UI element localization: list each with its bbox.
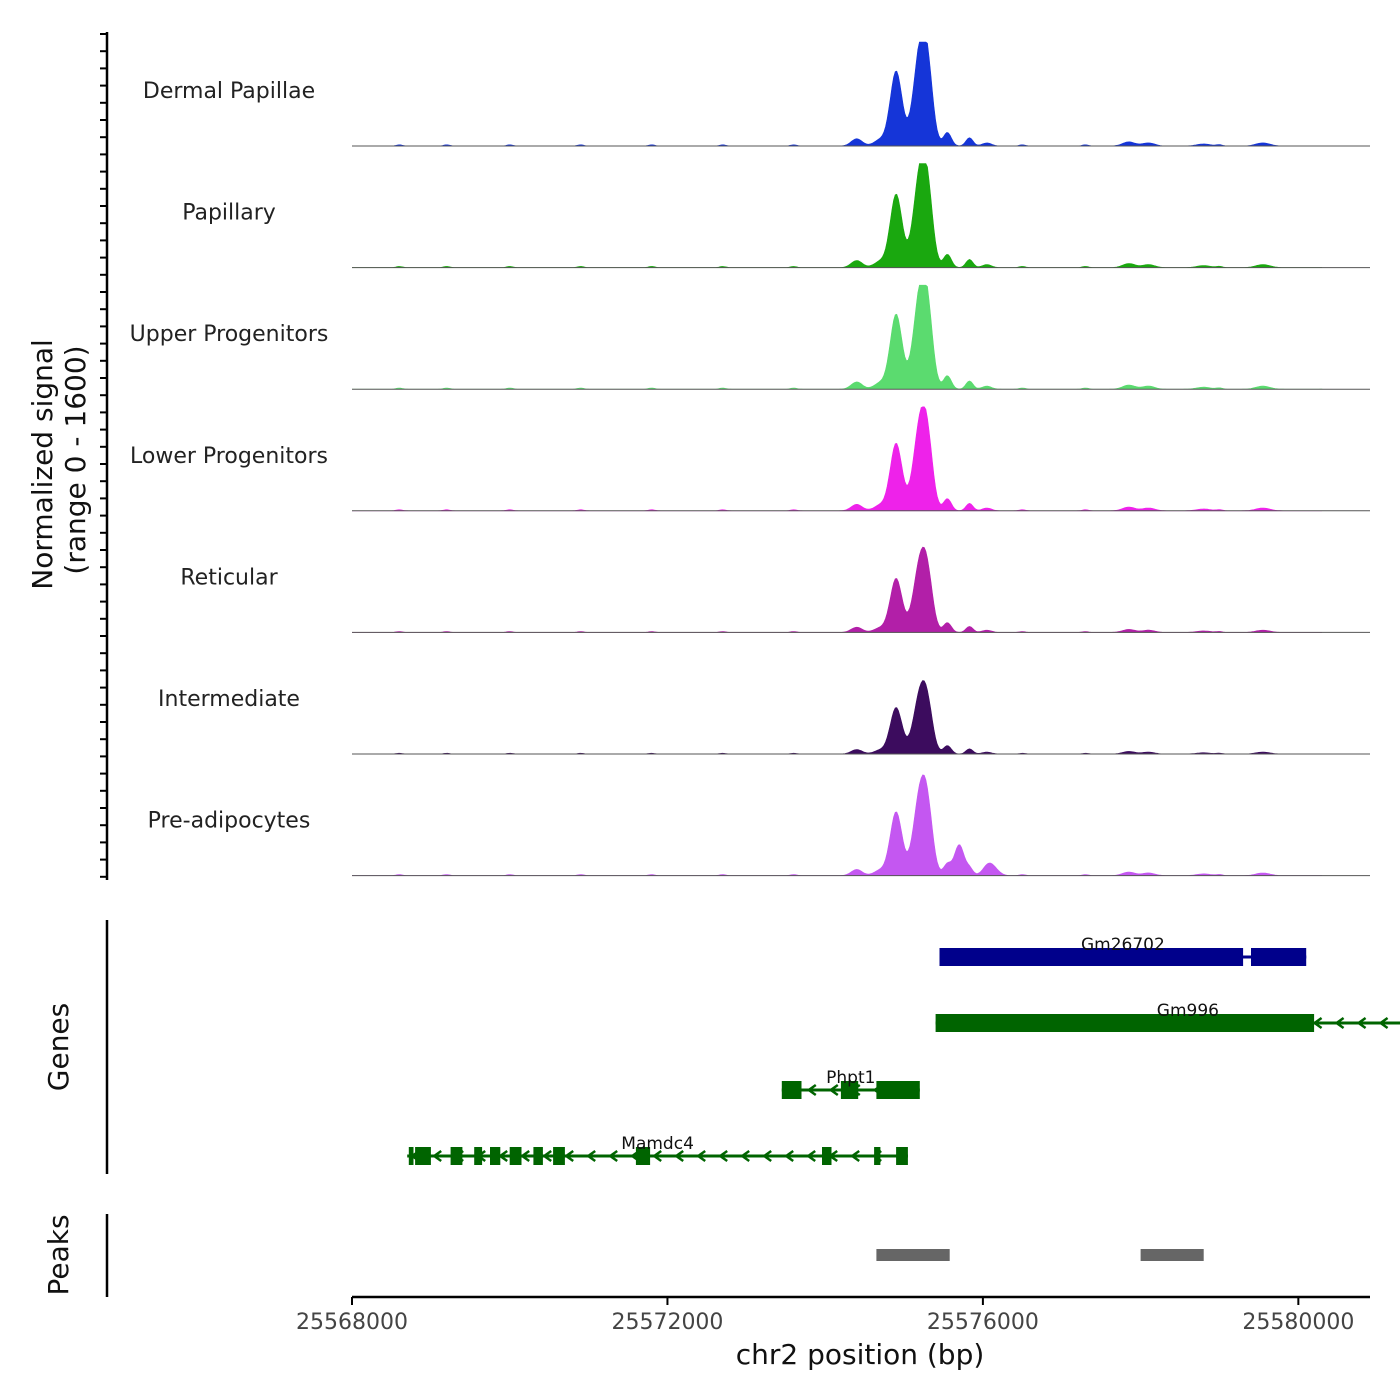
coverage-track: Papillary bbox=[182, 163, 1370, 269]
coverage-area bbox=[352, 406, 1322, 512]
gene-exon bbox=[490, 1147, 501, 1165]
gene-model: Phpt1 bbox=[781, 1068, 920, 1099]
coverage-area bbox=[352, 680, 1322, 755]
gene-label: Gm996 bbox=[1157, 1001, 1219, 1021]
coverage-y-axis-ticks bbox=[100, 33, 107, 878]
strand-arrow bbox=[1312, 1016, 1323, 1030]
coverage-tracks: Dermal Papillae Papillary Upper Progenitor… bbox=[130, 41, 1370, 877]
gene-model: Mamdc4 bbox=[407, 1134, 908, 1165]
track-label: Pre-adipocytes bbox=[148, 809, 311, 834]
coverage-y-axis-title: Normalized signal (range 0 - 1600) bbox=[26, 330, 92, 589]
track-label: Reticular bbox=[180, 565, 278, 590]
track-label: Dermal Papillae bbox=[143, 79, 315, 104]
coverage-area bbox=[352, 163, 1322, 268]
strand-arrow bbox=[740, 1149, 750, 1163]
coverage-y-axis-title-line-1: Normalized signal bbox=[26, 339, 59, 590]
x-axis: 25568000 25572000 25576000 25580000 bbox=[296, 1295, 1370, 1335]
x-axis-title: chr2 position (bp) bbox=[736, 1338, 985, 1371]
coverage-track: Upper Progenitors bbox=[130, 284, 1370, 390]
strand-arrow bbox=[1356, 1016, 1367, 1030]
genes-panel: Gm26702 Gm996 Phpt1 Mamdc4 bbox=[407, 935, 1400, 1165]
coverage-y-axis bbox=[100, 32, 109, 880]
gene-label: Phpt1 bbox=[826, 1068, 875, 1088]
gene-exon bbox=[635, 1147, 651, 1165]
strand-arrow bbox=[432, 1149, 442, 1163]
track-label: Lower Progenitors bbox=[130, 444, 328, 469]
strand-arrow bbox=[806, 1083, 817, 1097]
coverage-area bbox=[352, 41, 1322, 147]
gene-exon bbox=[509, 1147, 522, 1165]
gene-exon bbox=[450, 1147, 463, 1165]
coverage-track: Intermediate bbox=[158, 680, 1370, 755]
strand-arrow bbox=[784, 1149, 794, 1163]
strand-arrow bbox=[564, 1149, 574, 1163]
track-label: Upper Progenitors bbox=[130, 322, 329, 347]
gene-exon bbox=[781, 1081, 802, 1099]
genes-axis-title: Genes bbox=[42, 1003, 75, 1091]
coverage-track: Pre-adipocytes bbox=[148, 774, 1370, 877]
gene-model: Gm26702 bbox=[939, 935, 1307, 966]
gene-label: Mamdc4 bbox=[621, 1134, 694, 1154]
strand-arrow bbox=[586, 1149, 596, 1163]
coverage-y-axis-title-line-2: (range 0 - 1600) bbox=[59, 345, 92, 574]
gene-exon bbox=[876, 1081, 920, 1099]
strand-arrow bbox=[1378, 1016, 1389, 1030]
gene-exon bbox=[935, 1014, 1315, 1032]
track-label: Intermediate bbox=[158, 687, 300, 712]
coverage-track: Dermal Papillae bbox=[143, 41, 1370, 147]
gene-model: Gm996 bbox=[935, 1001, 1400, 1032]
strand-arrow bbox=[718, 1149, 728, 1163]
strand-arrow bbox=[696, 1149, 706, 1163]
strand-arrow bbox=[828, 1083, 839, 1097]
peaks-axis-title: Peaks bbox=[42, 1214, 75, 1295]
strand-arrow bbox=[762, 1149, 772, 1163]
strand-arrow bbox=[1334, 1016, 1345, 1030]
strand-arrow bbox=[674, 1149, 684, 1163]
gene-exon bbox=[533, 1147, 543, 1165]
coverage-area bbox=[352, 774, 1322, 876]
coverage-track: Lower Progenitors bbox=[130, 406, 1370, 512]
gene-exon bbox=[553, 1147, 565, 1165]
gene-exon bbox=[939, 948, 1244, 966]
strand-arrow bbox=[652, 1149, 662, 1163]
strand-arrow bbox=[806, 1149, 816, 1163]
gene-exon bbox=[415, 1147, 431, 1165]
peaks-panel bbox=[876, 1249, 1204, 1261]
peak-region bbox=[876, 1249, 950, 1261]
peak-region bbox=[1140, 1249, 1204, 1261]
x-axis-tick-label: 25572000 bbox=[611, 1310, 723, 1335]
gene-label: Gm26702 bbox=[1081, 935, 1165, 955]
coverage-area bbox=[352, 284, 1323, 390]
gene-exon bbox=[474, 1147, 483, 1165]
gene-exon bbox=[822, 1147, 832, 1165]
gene-exon bbox=[1251, 948, 1307, 966]
strand-arrow bbox=[520, 1149, 530, 1163]
track-label: Papillary bbox=[182, 201, 276, 226]
strand-arrow bbox=[542, 1149, 552, 1163]
strand-arrow bbox=[608, 1149, 618, 1163]
gene-exon bbox=[874, 1147, 881, 1165]
coverage-area bbox=[352, 546, 1322, 633]
x-axis-tick-label: 25580000 bbox=[1242, 1310, 1354, 1335]
x-axis-tick-label: 25568000 bbox=[296, 1310, 408, 1335]
coverage-track: Reticular bbox=[180, 546, 1370, 633]
gene-exon bbox=[896, 1147, 908, 1165]
strand-arrow bbox=[850, 1149, 860, 1163]
x-axis-tick-label: 25576000 bbox=[927, 1310, 1039, 1335]
gene-exon bbox=[840, 1081, 859, 1099]
gene-exon bbox=[408, 1147, 414, 1165]
